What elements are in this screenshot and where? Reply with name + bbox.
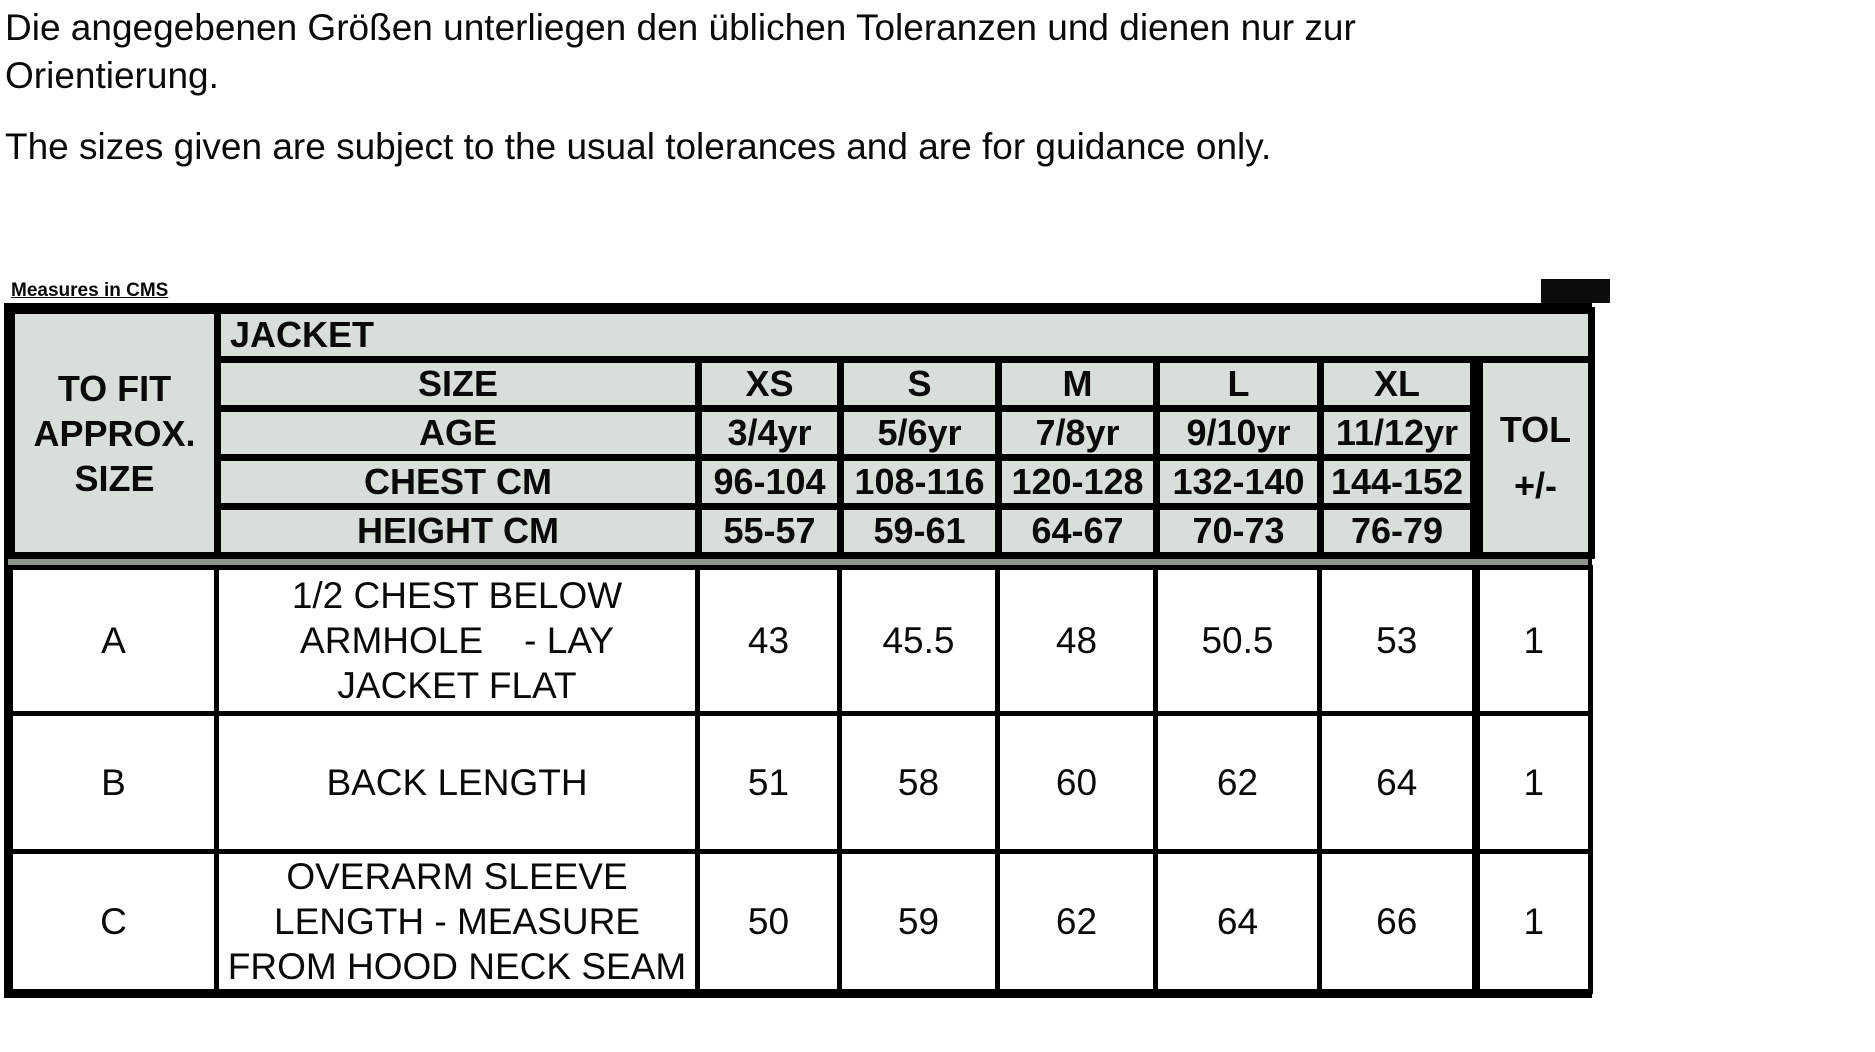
measures-unit-note: Measures in CMS (11, 280, 169, 301)
row-letter: B (8, 711, 219, 854)
height-cell-xs: 55-57 (695, 503, 844, 559)
size-chart-body-grid: A 1/2 CHEST BELOW ARMHOLE - LAY JACKET F… (8, 565, 1593, 994)
height-cell-xl: 76-79 (1317, 503, 1480, 559)
chest-cell-xs: 96-104 (695, 454, 844, 510)
size-cell-xs: XS (695, 356, 844, 412)
chest-cell-s: 108-116 (837, 454, 1002, 510)
header-label-size: SIZE (214, 356, 702, 412)
row-description: 1/2 CHEST BELOW ARMHOLE - LAY JACKET FLA… (214, 565, 700, 716)
value-cell-s: 59 (837, 849, 1000, 994)
value-cell-l: 62 (1153, 711, 1322, 854)
tolerance-value-cell: 1 (1471, 849, 1593, 994)
black-rectangle-marker (1541, 279, 1610, 303)
chest-cell-xl: 144-152 (1317, 454, 1480, 510)
size-cell-s: S (837, 356, 1002, 412)
age-cell-l: 9/10yr (1153, 405, 1324, 461)
header-label-age: AGE (214, 405, 702, 461)
height-header-row: HEIGHT CM 55-57 59-61 64-67 70-73 76-79 (12, 503, 1592, 559)
value-cell-xs: 51 (695, 711, 842, 854)
height-cell-m: 64-67 (995, 503, 1160, 559)
height-cell-s: 59-61 (837, 503, 1002, 559)
size-cell-m: M (995, 356, 1160, 412)
height-cell-l: 70-73 (1153, 503, 1324, 559)
chest-cell-m: 120-128 (995, 454, 1160, 510)
value-cell-s: 45.5 (837, 565, 1000, 716)
value-cell-s: 58 (837, 711, 1000, 854)
age-header-row: AGE 3/4yr 5/6yr 7/8yr 9/10yr 11/12yr (12, 405, 1592, 461)
jacket-size-chart: TO FIT APPROX. SIZE JACKET SIZE XS S M L… (4, 303, 1596, 998)
size-header-row: SIZE XS S M L XL TOL +/- (12, 356, 1596, 559)
value-cell-m: 60 (995, 711, 1158, 854)
tolerance-header-cell: TOL +/- (1469, 356, 1596, 559)
chest-cell-l: 132-140 (1153, 454, 1324, 510)
value-cell-m: 62 (995, 849, 1158, 994)
jacket-title-cell: JACKET (213, 307, 1596, 363)
tolerance-value-cell: 1 (1471, 565, 1593, 716)
measurement-row-c: C OVERARM SLEEVE LENGTH - MEASURE FROM H… (8, 849, 1593, 994)
corner-cell-to-fit-approx-size: TO FIT APPROX. SIZE (8, 307, 221, 559)
size-chart-header-grid: TO FIT APPROX. SIZE JACKET SIZE XS S M L… (8, 307, 1596, 559)
age-cell-s: 5/6yr (837, 405, 1002, 461)
intro-text-english: The sizes given are subject to the usual… (5, 126, 1272, 167)
measurement-row-a: A 1/2 CHEST BELOW ARMHOLE - LAY JACKET F… (8, 565, 1593, 716)
size-cell-xl: XL (1317, 356, 1480, 412)
row-letter: A (8, 565, 219, 716)
age-cell-xl: 11/12yr (1317, 405, 1480, 461)
value-cell-l: 64 (1153, 849, 1322, 994)
row-letter: C (8, 849, 219, 994)
chest-header-row: CHEST CM 96-104 108-116 120-128 132-140 … (12, 454, 1592, 510)
value-cell-l: 50.5 (1153, 565, 1322, 716)
age-cell-xs: 3/4yr (695, 405, 844, 461)
value-cell-xl: 53 (1317, 565, 1478, 716)
measurement-row-b: B BACK LENGTH 51 58 60 62 64 1 (8, 711, 1593, 854)
value-cell-xl: 66 (1317, 849, 1478, 994)
row-description: BACK LENGTH (214, 711, 700, 854)
age-cell-m: 7/8yr (995, 405, 1160, 461)
value-cell-xs: 43 (695, 565, 842, 716)
jacket-title-row: TO FIT APPROX. SIZE JACKET (8, 307, 1596, 559)
row-description: OVERARM SLEEVE LENGTH - MEASURE FROM HOO… (214, 849, 700, 994)
header-body-divider (8, 559, 1588, 565)
value-cell-xl: 64 (1317, 711, 1478, 854)
intro-text-german: Die angegebenen Größen unterliegen den ü… (5, 7, 1356, 96)
header-label-chest-cm: CHEST CM (214, 454, 702, 510)
value-cell-xs: 50 (695, 849, 842, 994)
value-cell-m: 48 (995, 565, 1158, 716)
size-cell-l: L (1153, 356, 1324, 412)
tolerance-value-cell: 1 (1471, 711, 1593, 854)
header-label-height-cm: HEIGHT CM (214, 503, 702, 559)
